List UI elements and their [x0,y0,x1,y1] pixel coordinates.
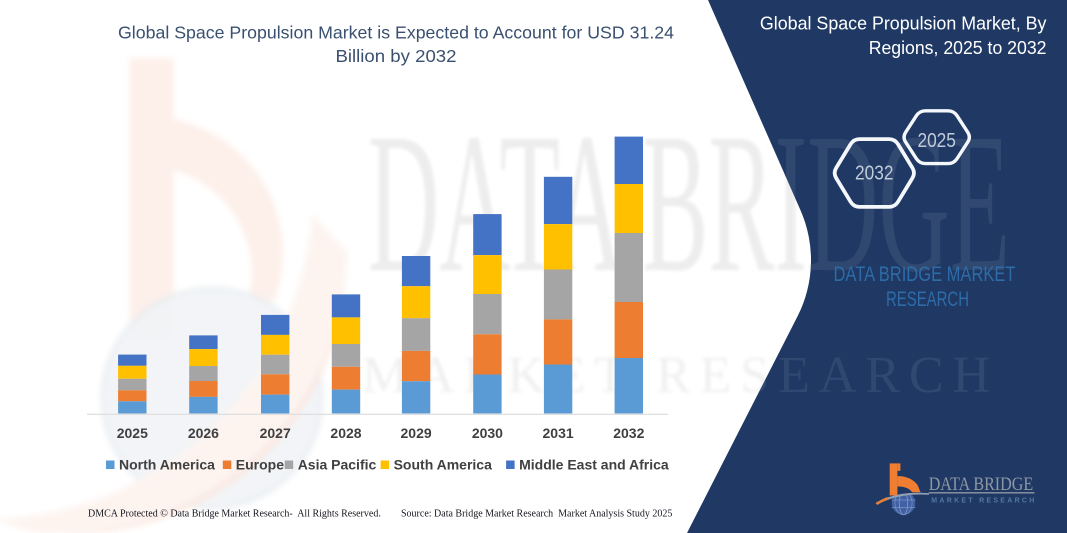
svg-text:Global Space Propulsion Market: Global Space Propulsion Market, By [760,13,1047,33]
svg-text:2026: 2026 [188,425,219,441]
svg-text:Global Space Propulsion Market: Global Space Propulsion Market is Expect… [118,22,674,42]
svg-text:DMCA Protected © Data Bridge M: DMCA Protected © Data Bridge Market Rese… [88,509,381,520]
svg-text:2030: 2030 [472,425,503,441]
svg-text:2025: 2025 [117,425,148,441]
svg-text:2027: 2027 [260,425,291,441]
svg-text:2032: 2032 [613,425,644,441]
svg-text:DATA BRIDGE: DATA BRIDGE [929,474,1033,495]
svg-text:Europe: Europe [236,457,284,473]
svg-text:MARKET RESEARCH: MARKET RESEARCH [931,497,1034,504]
svg-text:DATA BRIDGE MARKET: DATA BRIDGE MARKET [834,262,1016,286]
svg-text:Regions, 2025 to 2032: Regions, 2025 to 2032 [869,38,1047,58]
svg-text:RESEARCH: RESEARCH [886,287,969,311]
svg-text:Source: Data Bridge Market Res: Source: Data Bridge Market Research Mark… [401,509,672,520]
svg-text:2025: 2025 [917,129,956,152]
svg-text:2029: 2029 [401,425,432,441]
svg-text:Asia Pacific: Asia Pacific [298,457,377,473]
svg-text:North America: North America [119,457,215,473]
svg-text:Billion by 2032: Billion by 2032 [336,46,457,66]
svg-text:South America: South America [394,457,492,473]
svg-text:2032: 2032 [855,161,894,184]
svg-text:2031: 2031 [543,425,574,441]
svg-text:Middle East and Africa: Middle East and Africa [519,457,669,473]
svg-text:2028: 2028 [330,425,361,441]
